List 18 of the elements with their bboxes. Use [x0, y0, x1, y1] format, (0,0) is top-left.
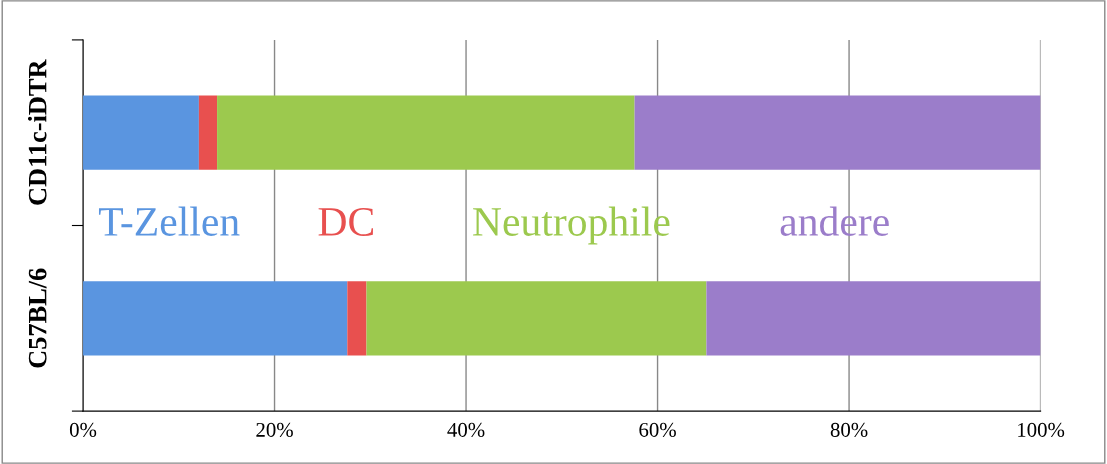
bar	[366, 281, 707, 356]
bar	[83, 95, 199, 170]
x-tick-label: 100%	[1018, 422, 1065, 437]
y-tick-label: CD11c-iDTR	[27, 59, 47, 205]
x-tick-label: 60%	[639, 422, 676, 437]
x-tick-label: 80%	[830, 422, 868, 437]
bar	[347, 281, 367, 356]
bar	[634, 95, 1041, 170]
bar	[217, 95, 635, 170]
x-tick-label: 40%	[447, 422, 485, 437]
x-tick-label: 20%	[256, 422, 293, 437]
y-tick-label: C57BL/6	[28, 268, 47, 368]
series-label: T-Zellen	[98, 206, 240, 236]
x-tick-label: 0%	[69, 422, 97, 437]
bar	[198, 95, 218, 170]
series-label: DC	[318, 207, 373, 236]
bar	[83, 281, 348, 356]
bar	[706, 281, 1041, 356]
